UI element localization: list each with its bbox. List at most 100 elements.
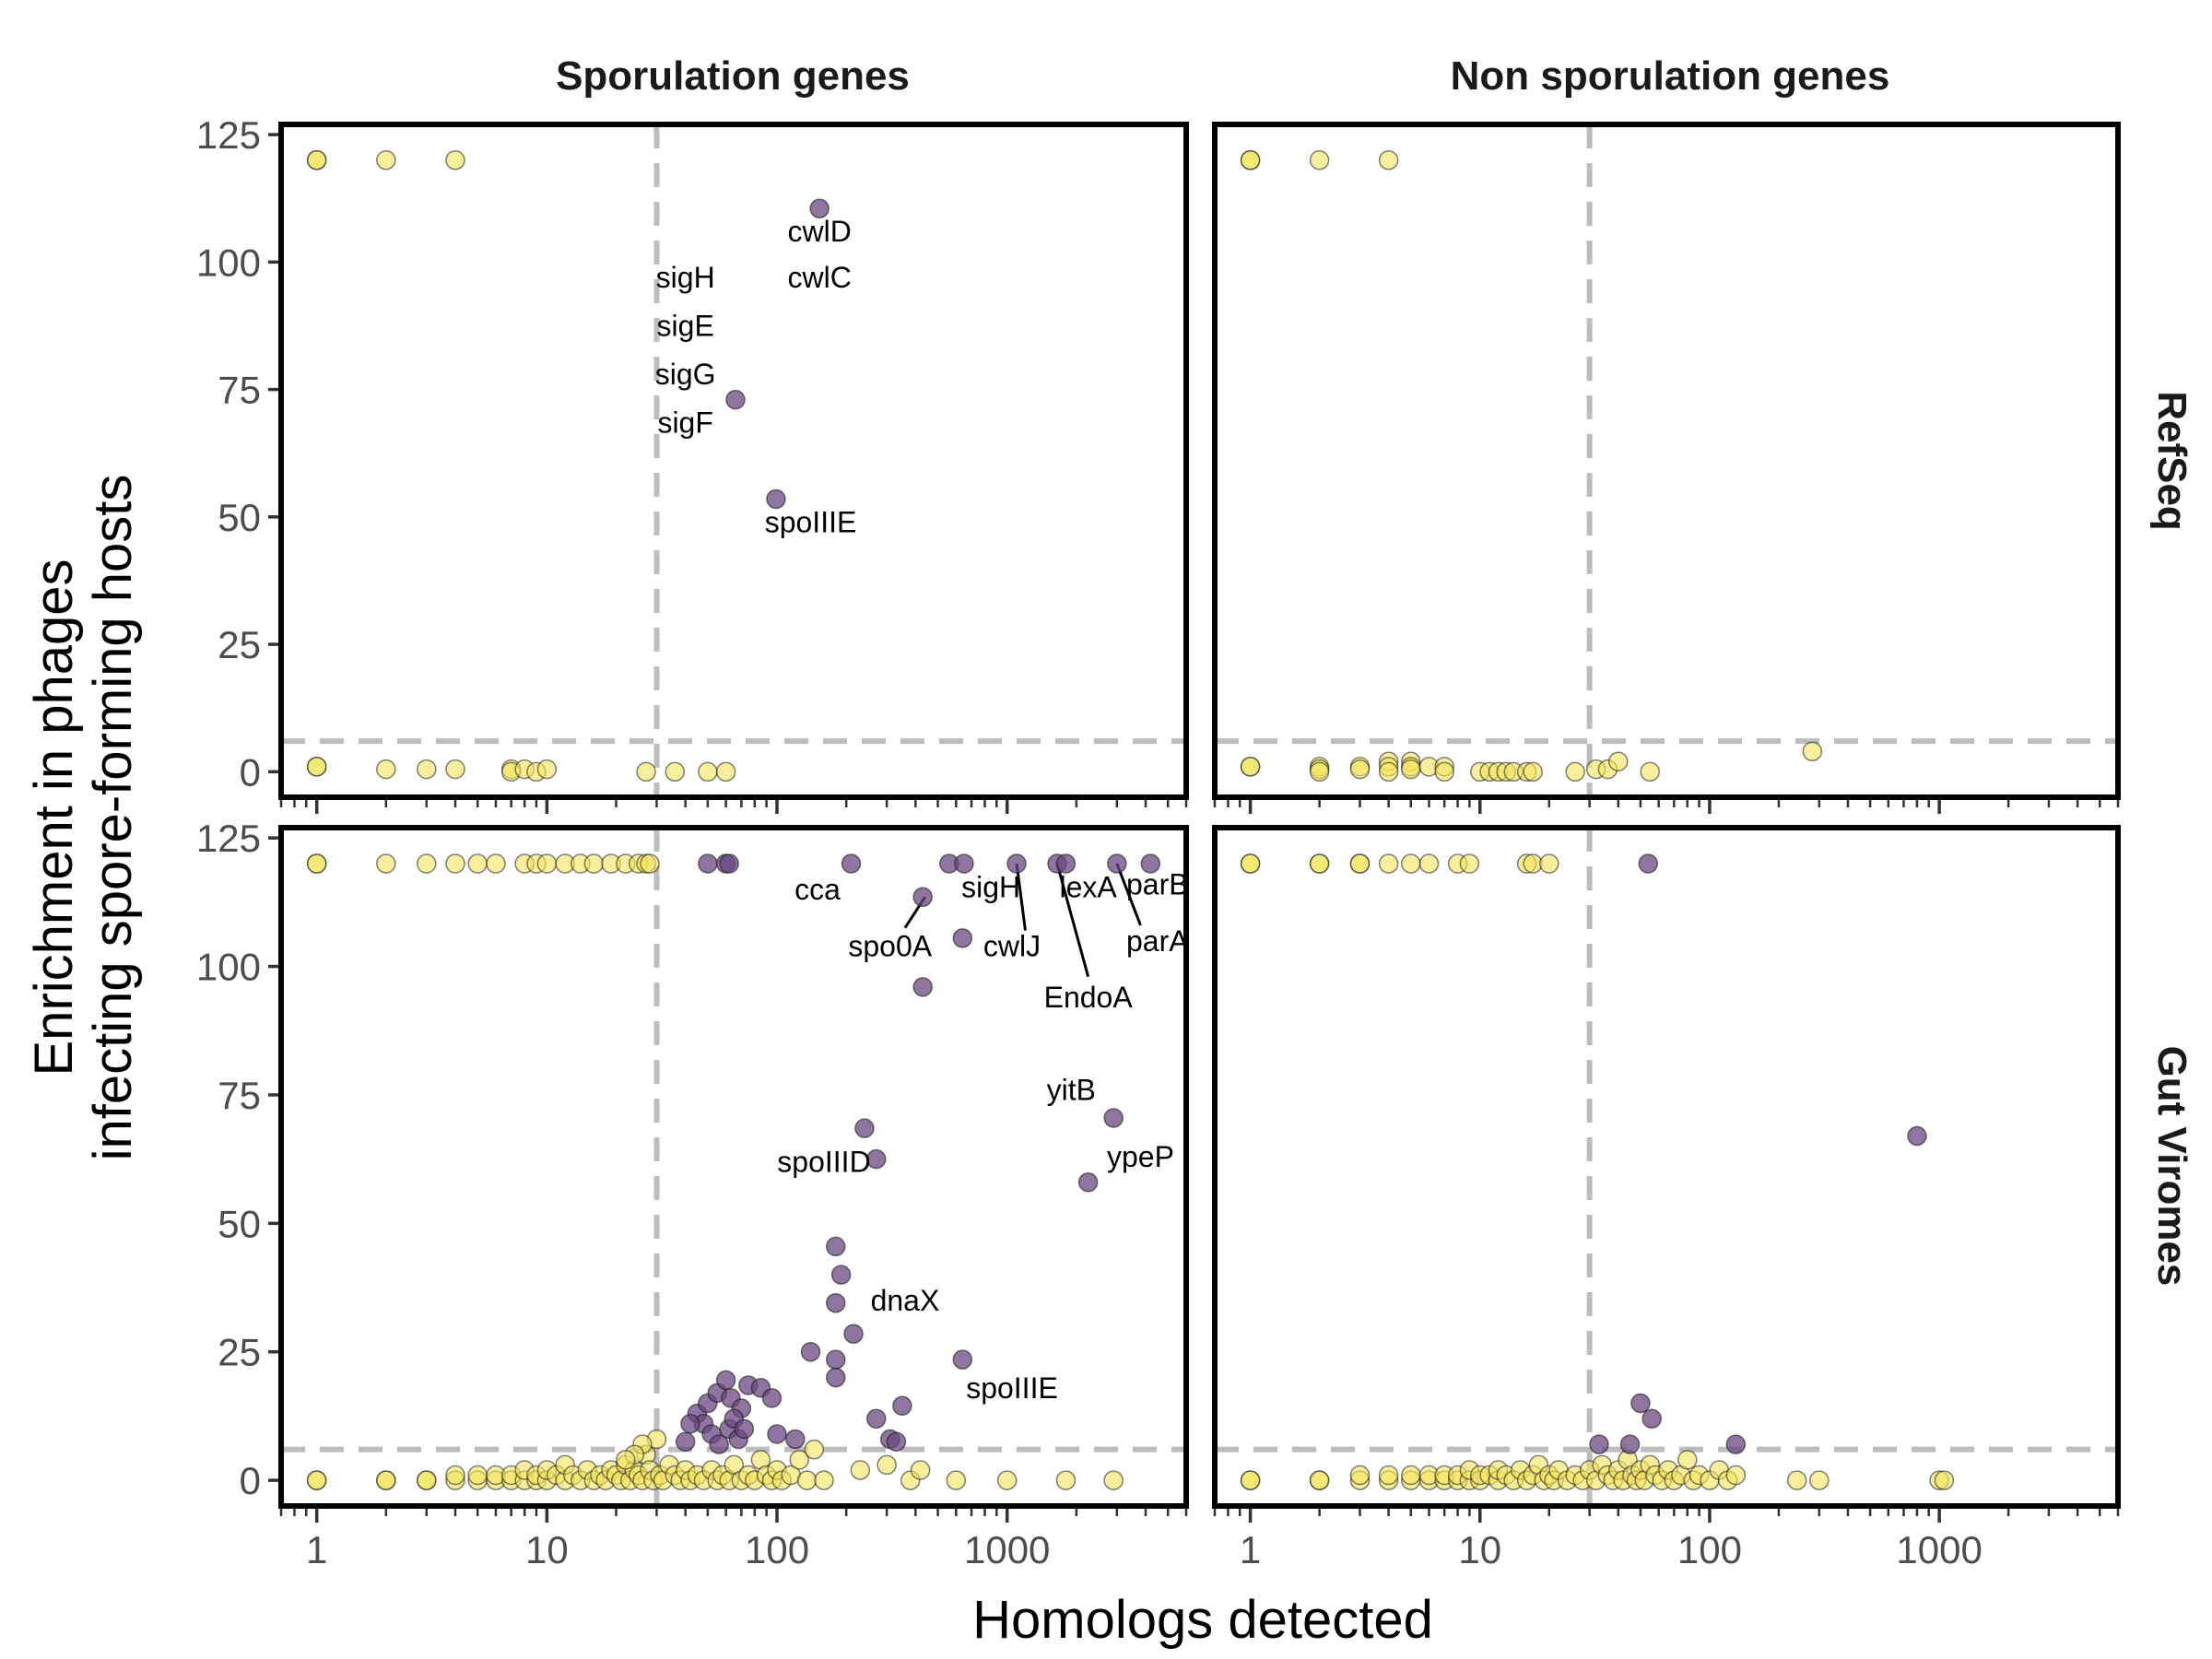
data-point-not-significant [306,1470,327,1490]
data-point-not-significant [814,1470,834,1490]
data-point-significant [826,1293,846,1313]
y-tick-label: 50 [218,1202,261,1245]
point-label-sigg: sigG [655,358,716,391]
data-point-not-significant [1349,759,1371,780]
data-point-not-significant [789,1450,809,1470]
point-label-dnax: dnaX [871,1284,940,1317]
data-point-not-significant [616,1450,636,1470]
data-point-not-significant [445,149,465,171]
data-point-significant [675,1431,696,1453]
point-label-spoiiie: spoIIIE [966,1371,1058,1405]
data-point-significant [843,1324,864,1344]
data-point-significant [830,1265,852,1285]
data-point-not-significant [1459,853,1480,874]
point-label-para: parA [1126,924,1189,958]
point-label-sigh: sigH [656,261,715,294]
y-tick-label: 75 [218,1074,261,1117]
data-point-not-significant [306,149,327,171]
data-point-not-significant [1378,761,1399,782]
data-point-significant [709,1434,729,1454]
strip-gut-viromes: Gut Viromes [2149,1046,2194,1287]
x-tick-label: 1000 [964,1528,1050,1571]
x-tick-label: 100 [745,1528,809,1571]
data-point-significant [680,1414,700,1434]
data-point-significant [1638,853,1659,874]
data-point-not-significant [1809,1470,1830,1490]
data-point-significant [912,887,933,908]
data-point-not-significant [376,1470,396,1490]
data-point-not-significant [1934,1470,1955,1490]
x-tick-label: 1 [306,1528,327,1571]
data-point-not-significant [1378,853,1399,874]
data-point-not-significant [1802,741,1823,761]
data-point-not-significant [1240,757,1261,777]
data-point-not-significant [486,853,506,874]
x-tick-label: 1000 [1896,1528,1982,1571]
panel-non-sporulation-genes-gut-viromes: 1 10 100 1000 [1212,825,2121,1571]
data-point-not-significant [1309,853,1330,874]
point-label-sigh: sigH [961,870,1020,903]
point-label-yitb: yitB [1047,1074,1096,1107]
data-point-not-significant [946,1470,967,1490]
data-point-significant [886,1431,907,1453]
x-tick-label: 100 [1677,1528,1742,1571]
data-point-significant [1103,1108,1124,1128]
point-label-sige: sigE [657,310,714,343]
data-point-not-significant [636,761,656,782]
data-point-not-significant [1401,759,1421,780]
data-point-not-significant [1677,1450,1698,1470]
strip-sporulation-genes: Sporulation genes [556,53,910,99]
data-point-not-significant [1240,853,1261,874]
label-leader-line [1015,863,1027,931]
data-point-not-significant [376,759,396,780]
point-label-spo0a: spo0A [848,929,932,962]
point-label-cwlc: cwlC [787,261,851,294]
x-tick-label: 1 [1240,1528,1261,1571]
data-point-significant [1589,1434,1609,1454]
data-point-significant [719,853,739,874]
data-point-not-significant [1378,1465,1399,1486]
y-tick-label: 100 [196,946,261,989]
data-point-not-significant [1401,853,1421,874]
label-leader-line [1055,863,1090,978]
y-axis-title-line-2: infecting spore-forming hosts [83,475,143,1161]
data-point-significant [1641,1408,1662,1429]
data-point-significant [912,977,933,997]
data-point-not-significant [1640,761,1660,782]
data-point-not-significant [1565,761,1585,782]
y-tick-label: 25 [218,623,261,666]
data-point-significant [826,1367,846,1388]
data-point-not-significant [1725,1465,1747,1486]
point-label-cwlj: cwlJ [983,929,1041,962]
panels-layer: cwlDcwlCsigHsigEsigGsigFspoIIIE025507510… [196,113,2121,1571]
data-point-significant [800,1341,821,1362]
data-point-not-significant [804,1439,825,1460]
data-point-not-significant [1103,1470,1124,1490]
panel-sporulation-genes-refseq: cwlD cwlC sigH sigE sigG sigF spoIIIE 0 25 50 75 10… [196,113,1189,814]
label-leader-line [1115,863,1142,926]
data-point-not-significant [665,761,686,782]
data-point-not-significant [1055,1470,1077,1490]
data-point-not-significant [1608,751,1629,772]
point-label-sigf: sigF [657,406,712,440]
data-point-not-significant [877,1454,897,1476]
data-point-significant [1907,1125,1927,1147]
data-point-significant [698,853,718,874]
data-point-not-significant [1240,149,1261,171]
data-point-significant [725,389,746,410]
data-point-not-significant [417,759,437,780]
point-label-lexa: lexA [1060,870,1118,903]
point-label-endoa: EndoA [1044,981,1134,1014]
data-point-not-significant [1349,1465,1371,1486]
data-point-not-significant [1309,761,1330,782]
data-point-not-significant [1240,1470,1261,1490]
point-label-cwld: cwlD [787,215,851,248]
data-point-significant [785,1429,806,1450]
data-point-significant [1006,853,1027,874]
data-point-not-significant [376,149,396,171]
data-point-significant [766,488,786,510]
data-point-significant [1140,853,1161,874]
data-point-not-significant [640,853,660,874]
x-tick-label: 10 [1458,1528,1501,1571]
y-tick-label: 125 [196,817,261,860]
